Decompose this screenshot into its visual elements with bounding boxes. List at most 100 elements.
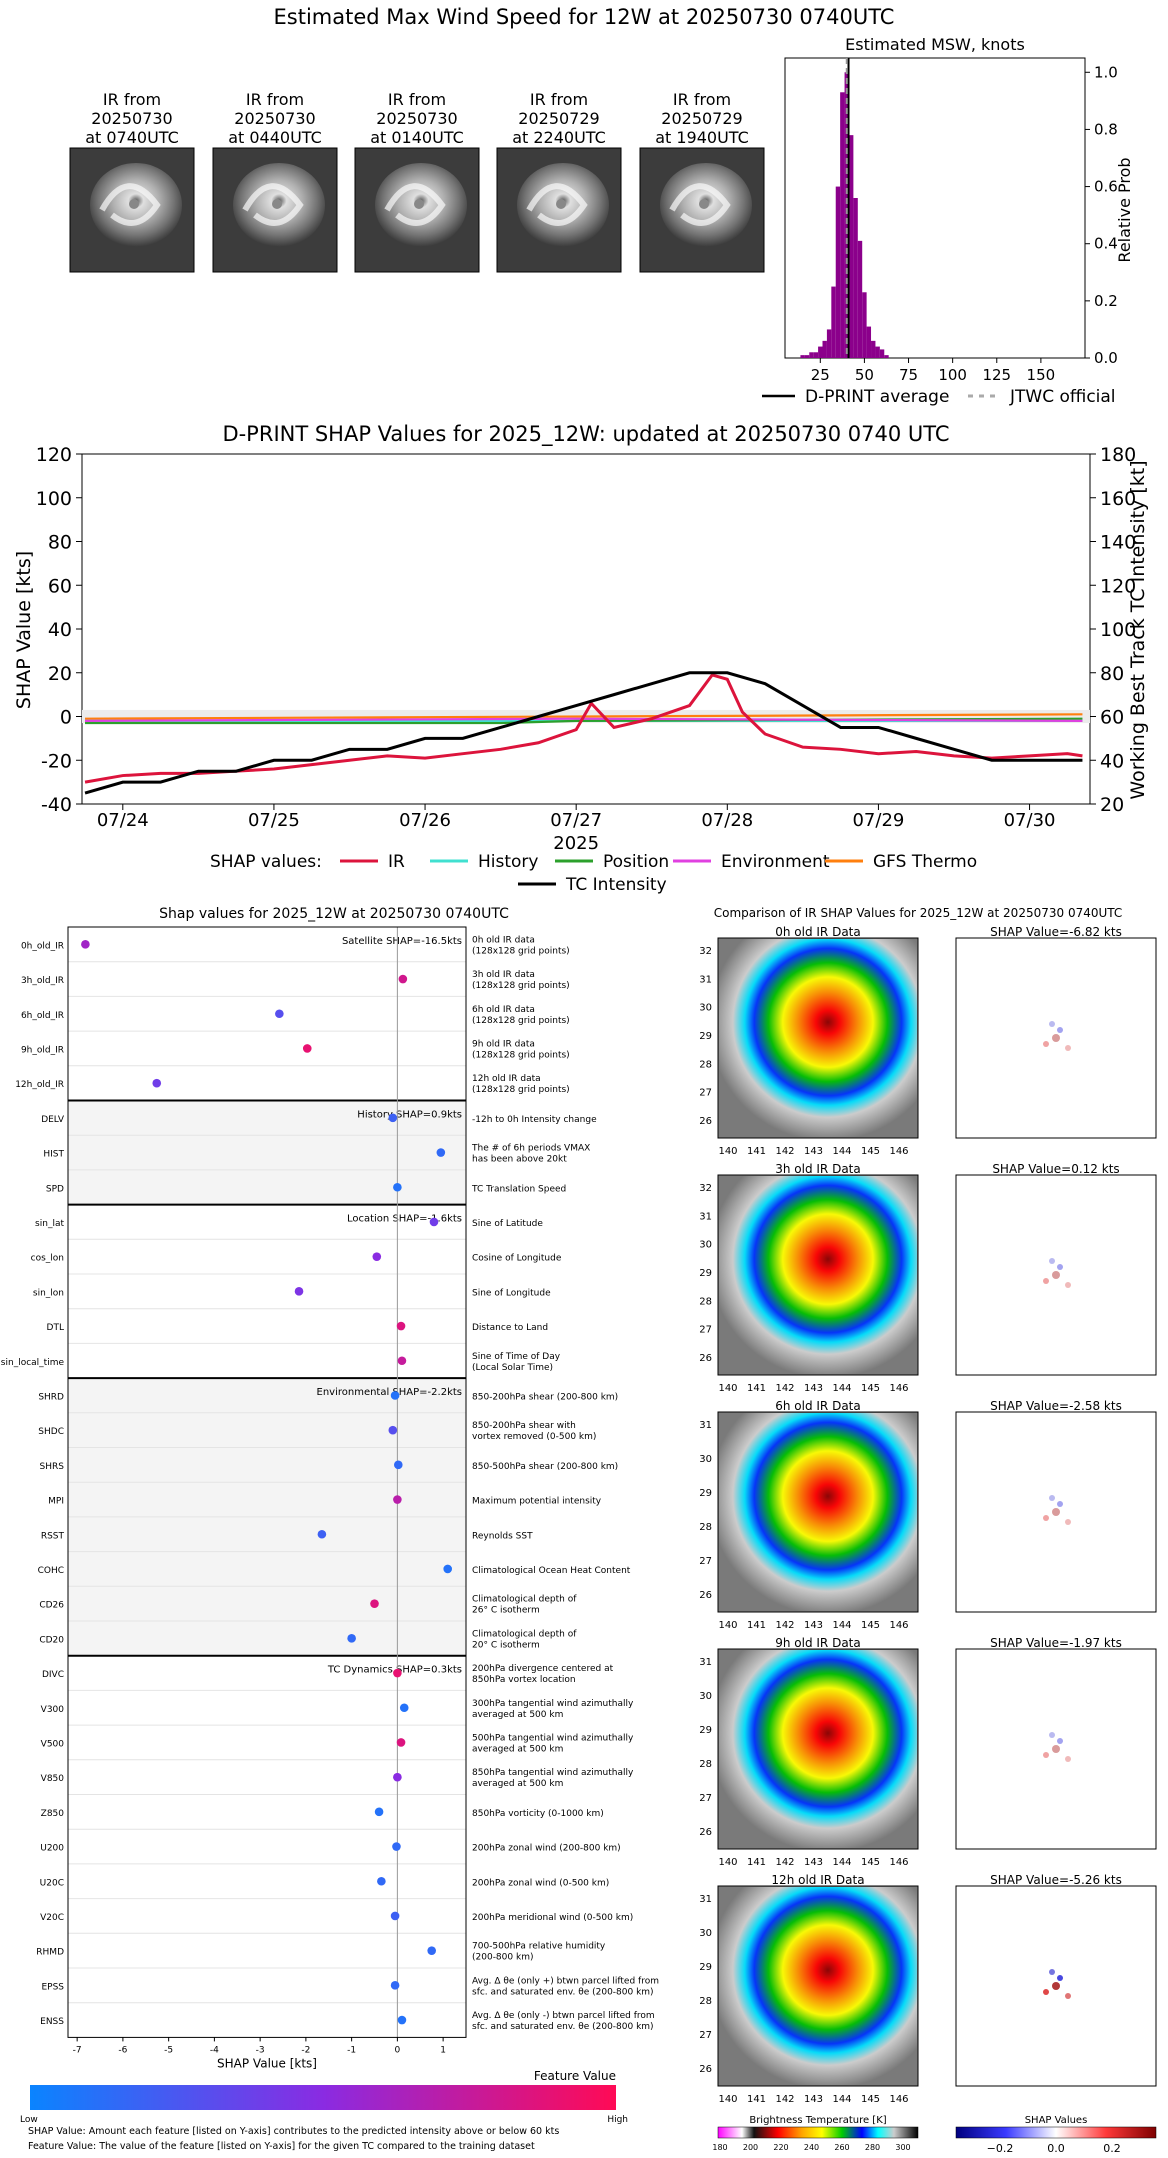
- shap-blob: [1049, 1732, 1055, 1738]
- x-tick-label: -7: [73, 2045, 82, 2055]
- feature-desc: Maximum potential intensity: [472, 1497, 602, 1507]
- feature-desc: Avg. Δ θe (only -) btwn parcel lifted fr…: [472, 2011, 655, 2021]
- colorbar-low-label: Low: [20, 2115, 38, 2125]
- feature-chart-title: Shap values for 2025_12W at 20250730 074…: [159, 906, 509, 922]
- histogram-bar: [853, 198, 858, 358]
- histogram-bar: [875, 346, 880, 358]
- ir-x-tick-label: 141: [747, 1857, 766, 1868]
- feature-point: [436, 1148, 446, 1157]
- series-line: [85, 717, 1083, 722]
- spiral-band: [526, 183, 588, 226]
- shap-blob: [1057, 1975, 1063, 1981]
- shap-blob: [1043, 1515, 1049, 1521]
- ir-x-tick-label: 145: [861, 2094, 880, 2105]
- histogram-bar: [835, 186, 841, 358]
- shap-blob: [1043, 1752, 1049, 1758]
- y-tick-label: 0.2: [1094, 292, 1118, 310]
- feature-desc: 3h old IR data: [472, 970, 535, 980]
- feature-point: [372, 1252, 382, 1261]
- feature-desc: Sine of Latitude: [472, 1219, 543, 1229]
- ir-panel-title: 3h old IR Data: [775, 1162, 861, 1176]
- ir-y-tick-label: 31: [699, 974, 712, 985]
- shap-blob: [1052, 1271, 1060, 1279]
- feature-desc: Sine of Time of Day: [472, 1352, 561, 1362]
- feature-desc: 700-500hPa relative humidity: [472, 1942, 606, 1952]
- bt-colorbar-tick: 180: [712, 2143, 727, 2152]
- ir-x-tick-label: 141: [747, 1146, 766, 1157]
- ir-x-tick-label: 142: [775, 1146, 794, 1157]
- y-tick-label: 60: [48, 575, 72, 597]
- ir-y-tick-label: 29: [699, 1725, 712, 1736]
- ir-y-tick-label: 28: [699, 1522, 712, 1533]
- feature-name: sin_lat: [35, 1219, 64, 1229]
- colorbar-title: Feature Value: [534, 2069, 616, 2083]
- ir-y-tick-label: 30: [699, 1240, 712, 1251]
- feature-point: [374, 1807, 384, 1817]
- shap-blob: [1065, 1282, 1071, 1288]
- shap-ts-frame: [81, 453, 1091, 805]
- series-line: [84, 671, 1083, 795]
- feature-desc: (Local Solar Time): [472, 1363, 553, 1373]
- ir-y-tick-label: 27: [699, 2030, 712, 2041]
- feature-desc: 6h old IR data: [472, 1005, 535, 1015]
- feature-desc: Cosine of Longitude: [472, 1254, 562, 1264]
- spiral-band: [99, 183, 161, 226]
- shap-blob: [1049, 1021, 1055, 1027]
- histogram-bar: [844, 72, 849, 359]
- feature-desc: 12h old IR data: [472, 1074, 541, 1084]
- feature-point: [393, 1460, 403, 1470]
- ir-x-tick-label: 145: [861, 1146, 880, 1157]
- feature-name: CD20: [39, 1635, 64, 1645]
- shap-image: [955, 1174, 1157, 1376]
- ir-x-tick-label: 140: [718, 1383, 737, 1394]
- y-tick-label: -20: [41, 750, 72, 772]
- histogram-bar: [884, 355, 889, 358]
- shap-colorbar-tick: 0.2: [1103, 2142, 1121, 2155]
- y-tick-right-label: 100: [1100, 619, 1136, 641]
- feature-name: SHDC: [38, 1427, 64, 1437]
- feature-desc: averaged at 500 km: [472, 1779, 563, 1789]
- legend-label: TC Intensity: [565, 875, 667, 895]
- histogram-bar: [848, 135, 854, 358]
- group-band: [68, 1204, 466, 1379]
- shap-blob: [1052, 1982, 1060, 1990]
- ir-x-tick-label: 140: [718, 1146, 737, 1157]
- ir-x-tick-label: 144: [832, 2094, 851, 2105]
- thumbnail-date: 20250730: [91, 109, 172, 128]
- feature-point: [429, 1217, 439, 1227]
- feature-point: [275, 1009, 284, 1019]
- feature-desc: sfc. and saturated env. θe (200-800 km): [472, 1987, 654, 1997]
- x-tick-label: 125: [982, 366, 1011, 384]
- legend-label-jtwc: JTWC official: [1009, 387, 1116, 407]
- shap-panel-title: SHAP Value=-2.58 kts: [990, 1399, 1122, 1413]
- ir-panel-row: 6h old IR Data 26 27 28 29 30 31 140 141 142 143 14…: [699, 1399, 1157, 1631]
- ir-color-field: [719, 1176, 917, 1374]
- feature-name: MPI: [48, 1497, 64, 1507]
- feature-desc: (128x128 grid points): [472, 946, 570, 956]
- bt-colorbar-tick: 200: [743, 2143, 758, 2152]
- thumbnail-label: IR from: [530, 90, 588, 109]
- shap-timeseries-chart: D-PRINT SHAP Values for 2025_12W: update…: [13, 422, 1149, 895]
- shap-ts-title: D-PRINT SHAP Values for 2025_12W: update…: [222, 422, 949, 447]
- histogram-bar: [831, 286, 836, 358]
- y-tick-right-label: 120: [1100, 575, 1136, 597]
- feature-point: [370, 1599, 379, 1608]
- feature-point: [388, 1113, 398, 1123]
- feature-desc: -12h to 0h Intensity change: [472, 1115, 597, 1125]
- feature-point: [152, 1078, 162, 1088]
- ir-x-tick-label: 140: [718, 2094, 737, 2105]
- feature-desc: (128x128 grid points): [472, 1050, 570, 1060]
- legend-label: IR: [388, 852, 405, 872]
- ir-panel-row: 0h old IR Data 26 27 28 29 30 31 32 140 141 142 143…: [699, 925, 1157, 1157]
- thumbnail-time: at 0440UTC: [228, 128, 322, 147]
- ir-color-field: [719, 939, 917, 1137]
- feature-desc: 200hPa zonal wind (200-800 km): [472, 1844, 621, 1854]
- storm-eye: [699, 199, 709, 209]
- ir-color-field: [719, 1887, 917, 2085]
- feature-desc: 500hPa tangential wind azimuthally: [472, 1733, 634, 1743]
- bt-colorbar-tick: 260: [834, 2143, 849, 2152]
- feature-name: EPSS: [41, 1982, 64, 1992]
- thumbnail-date: 20250729: [518, 109, 599, 128]
- feature-desc: 850hPa vorticity (0-1000 km): [472, 1809, 604, 1819]
